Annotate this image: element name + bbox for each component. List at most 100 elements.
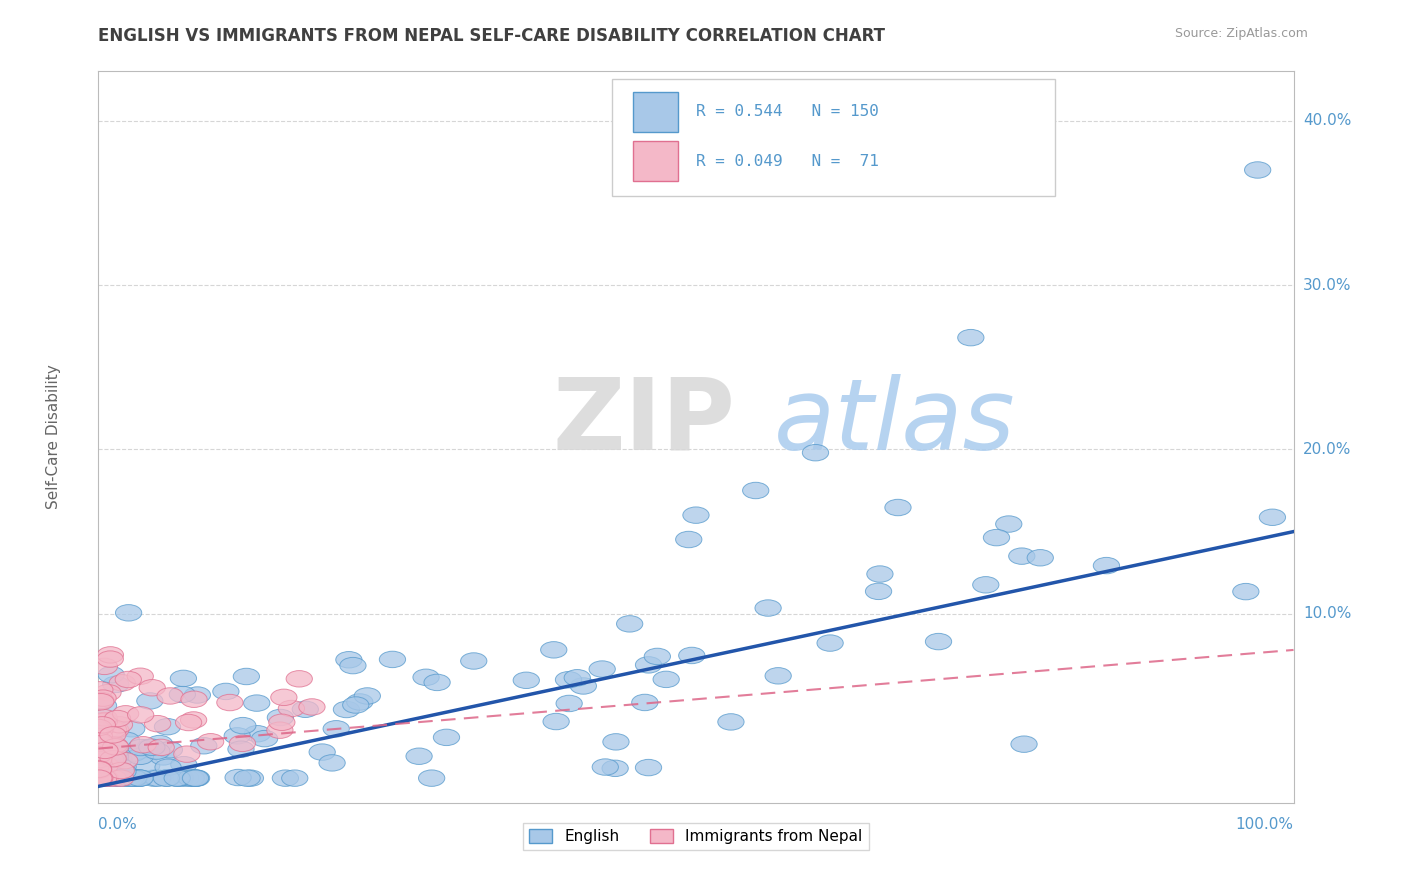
Ellipse shape bbox=[592, 759, 619, 775]
Text: Source: ZipAtlas.com: Source: ZipAtlas.com bbox=[1174, 27, 1308, 40]
Ellipse shape bbox=[636, 759, 662, 776]
Ellipse shape bbox=[91, 770, 117, 787]
Ellipse shape bbox=[602, 760, 628, 777]
Ellipse shape bbox=[91, 713, 118, 729]
Ellipse shape bbox=[180, 712, 207, 728]
Ellipse shape bbox=[224, 728, 250, 744]
Ellipse shape bbox=[233, 770, 260, 787]
Ellipse shape bbox=[93, 770, 120, 787]
Ellipse shape bbox=[292, 701, 318, 717]
Ellipse shape bbox=[96, 770, 121, 787]
Ellipse shape bbox=[146, 735, 173, 752]
Ellipse shape bbox=[118, 721, 145, 737]
Ellipse shape bbox=[173, 770, 200, 787]
Ellipse shape bbox=[97, 651, 124, 667]
Ellipse shape bbox=[107, 716, 132, 733]
Ellipse shape bbox=[139, 739, 165, 756]
Ellipse shape bbox=[513, 672, 540, 689]
Ellipse shape bbox=[983, 529, 1010, 546]
Ellipse shape bbox=[271, 690, 297, 706]
Ellipse shape bbox=[107, 770, 134, 787]
Ellipse shape bbox=[86, 770, 112, 787]
Ellipse shape bbox=[170, 756, 197, 772]
Ellipse shape bbox=[299, 698, 325, 715]
Ellipse shape bbox=[273, 770, 298, 787]
Ellipse shape bbox=[103, 722, 129, 739]
Ellipse shape bbox=[278, 700, 305, 717]
Ellipse shape bbox=[803, 444, 828, 461]
Ellipse shape bbox=[636, 657, 662, 673]
Ellipse shape bbox=[100, 750, 127, 767]
Ellipse shape bbox=[181, 770, 207, 787]
Ellipse shape bbox=[225, 769, 252, 786]
Ellipse shape bbox=[141, 770, 167, 787]
Ellipse shape bbox=[541, 641, 567, 658]
Ellipse shape bbox=[433, 729, 460, 746]
Ellipse shape bbox=[89, 770, 114, 787]
Ellipse shape bbox=[925, 633, 952, 649]
Ellipse shape bbox=[555, 672, 582, 688]
Text: 30.0%: 30.0% bbox=[1303, 277, 1351, 293]
Ellipse shape bbox=[866, 583, 891, 599]
Ellipse shape bbox=[103, 676, 129, 692]
Ellipse shape bbox=[86, 770, 112, 787]
Ellipse shape bbox=[91, 709, 117, 726]
Ellipse shape bbox=[995, 516, 1022, 533]
Ellipse shape bbox=[1028, 549, 1053, 566]
Ellipse shape bbox=[128, 739, 153, 756]
Ellipse shape bbox=[87, 722, 112, 739]
Ellipse shape bbox=[107, 770, 134, 787]
Ellipse shape bbox=[127, 770, 152, 787]
Ellipse shape bbox=[817, 635, 844, 651]
Ellipse shape bbox=[128, 706, 153, 723]
Text: R = 0.544   N = 150: R = 0.544 N = 150 bbox=[696, 104, 879, 120]
Ellipse shape bbox=[380, 651, 405, 667]
Ellipse shape bbox=[174, 746, 200, 763]
Ellipse shape bbox=[153, 770, 180, 787]
Ellipse shape bbox=[90, 770, 117, 787]
Ellipse shape bbox=[115, 605, 142, 621]
Ellipse shape bbox=[121, 745, 148, 761]
Ellipse shape bbox=[110, 764, 136, 780]
Ellipse shape bbox=[90, 740, 115, 756]
Ellipse shape bbox=[425, 674, 450, 690]
Ellipse shape bbox=[197, 733, 224, 750]
Ellipse shape bbox=[105, 751, 132, 768]
Ellipse shape bbox=[555, 695, 582, 712]
Ellipse shape bbox=[111, 753, 138, 769]
Ellipse shape bbox=[90, 698, 117, 714]
Ellipse shape bbox=[87, 770, 112, 787]
Ellipse shape bbox=[91, 742, 118, 758]
Ellipse shape bbox=[1260, 509, 1285, 525]
Ellipse shape bbox=[87, 770, 114, 787]
Ellipse shape bbox=[153, 770, 180, 787]
Ellipse shape bbox=[127, 770, 153, 787]
Ellipse shape bbox=[157, 688, 183, 704]
Ellipse shape bbox=[170, 670, 197, 687]
Ellipse shape bbox=[101, 745, 128, 762]
Legend: English, Immigrants from Nepal: English, Immigrants from Nepal bbox=[523, 822, 869, 850]
Ellipse shape bbox=[93, 757, 118, 773]
Ellipse shape bbox=[100, 727, 127, 743]
Ellipse shape bbox=[100, 722, 127, 738]
Ellipse shape bbox=[86, 768, 112, 785]
Ellipse shape bbox=[191, 738, 217, 754]
Ellipse shape bbox=[181, 691, 207, 707]
Ellipse shape bbox=[110, 674, 135, 691]
Ellipse shape bbox=[406, 748, 432, 764]
Ellipse shape bbox=[229, 717, 256, 734]
Ellipse shape bbox=[156, 741, 183, 758]
Ellipse shape bbox=[114, 770, 141, 787]
Ellipse shape bbox=[100, 770, 127, 787]
Ellipse shape bbox=[86, 755, 112, 771]
Ellipse shape bbox=[742, 483, 769, 499]
Ellipse shape bbox=[181, 770, 207, 787]
Ellipse shape bbox=[145, 715, 170, 732]
Ellipse shape bbox=[957, 329, 984, 346]
Ellipse shape bbox=[112, 770, 139, 787]
Ellipse shape bbox=[93, 770, 118, 787]
Ellipse shape bbox=[309, 744, 335, 760]
Ellipse shape bbox=[866, 566, 893, 582]
Ellipse shape bbox=[118, 770, 143, 787]
Ellipse shape bbox=[129, 737, 156, 753]
